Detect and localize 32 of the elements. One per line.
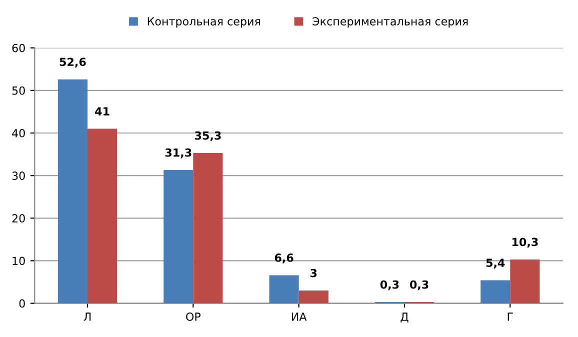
bar <box>58 79 88 304</box>
y-tick-label: 40 <box>12 128 25 138</box>
data-label: 6,6 <box>274 254 294 264</box>
y-tick-label: 50 <box>12 86 25 95</box>
bar <box>298 290 328 304</box>
data-label: 35,3 <box>194 131 221 142</box>
legend-label: Экспериментальная серия <box>312 17 468 28</box>
y-tick-label: 60 <box>12 44 25 52</box>
bar <box>88 128 118 304</box>
data-label: 5,4 <box>486 258 505 268</box>
data-label: 31,3 <box>165 148 192 158</box>
x-tick-label: Л <box>84 312 91 321</box>
x-tick-label: ОР <box>186 312 201 321</box>
data-label: 41 <box>95 107 110 116</box>
data-label: 10,3 <box>512 238 538 248</box>
x-tick-label: Г <box>508 312 513 321</box>
y-tick-label: 20 <box>12 214 25 223</box>
data-label: 52,6 <box>60 58 86 68</box>
y-tick-label: 0 <box>19 299 25 308</box>
data-label: 0,3 <box>410 280 428 290</box>
x-tick-label: ИА <box>292 312 307 321</box>
bar <box>193 153 223 304</box>
bar <box>480 280 510 304</box>
y-tick-label: 10 <box>12 256 25 266</box>
y-tick-label: 30 <box>12 172 25 180</box>
bar <box>269 275 299 304</box>
legend-label: Контрольная серия <box>148 17 260 28</box>
bar <box>510 259 540 304</box>
bar <box>164 170 194 304</box>
x-tick-label: Д <box>400 312 408 323</box>
data-label: 3 <box>310 268 317 278</box>
data-label: 0,3 <box>380 280 399 290</box>
